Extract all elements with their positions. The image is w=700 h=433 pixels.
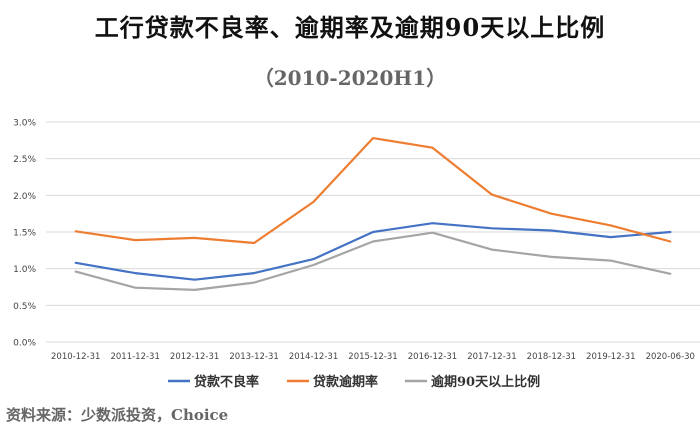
source-note: 资料来源：少数派投资，Choice — [6, 406, 229, 424]
y-tick-label: 0.5% — [13, 302, 36, 312]
y-tick-label: 2.5% — [13, 155, 36, 165]
x-tick-label: 2014-12-31 — [289, 352, 338, 362]
legend-label-2: 贷款逾期率 — [313, 374, 378, 390]
x-tick-label: 2011-12-31 — [110, 352, 159, 362]
y-tick-label: 1.0% — [13, 265, 36, 275]
series-line-2 — [74, 137, 672, 245]
chart-title: 工行贷款不良率、逾期率及逾期90天以上比例 — [94, 13, 606, 42]
x-tick-label: 2013-12-31 — [229, 352, 278, 362]
y-tick-label: 0.0% — [13, 339, 36, 349]
x-tick-label: 2015-12-31 — [348, 352, 397, 362]
y-tick-label: 3.0% — [13, 119, 36, 129]
legend-label-1: 贷款不良率 — [194, 374, 259, 390]
x-tick-label: 2017-12-31 — [467, 352, 516, 362]
y-tick-label: 2.0% — [13, 192, 36, 202]
x-tick-label: 2019-12-31 — [586, 352, 635, 362]
series-line-1 — [74, 222, 672, 281]
y-tick-label: 1.5% — [13, 229, 36, 239]
x-tick-label: 2020-06-30 — [646, 352, 695, 362]
x-tick-label: 2010-12-31 — [51, 352, 100, 362]
x-tick-label: 2012-12-31 — [170, 352, 219, 362]
chart-subtitle: （2010-2020H1） — [253, 66, 447, 90]
series-line-3 — [74, 231, 672, 291]
x-tick-label: 2016-12-31 — [408, 352, 457, 362]
x-tick-label: 2018-12-31 — [527, 352, 576, 362]
legend-label-3: 逾期90天以上比例 — [431, 374, 540, 390]
